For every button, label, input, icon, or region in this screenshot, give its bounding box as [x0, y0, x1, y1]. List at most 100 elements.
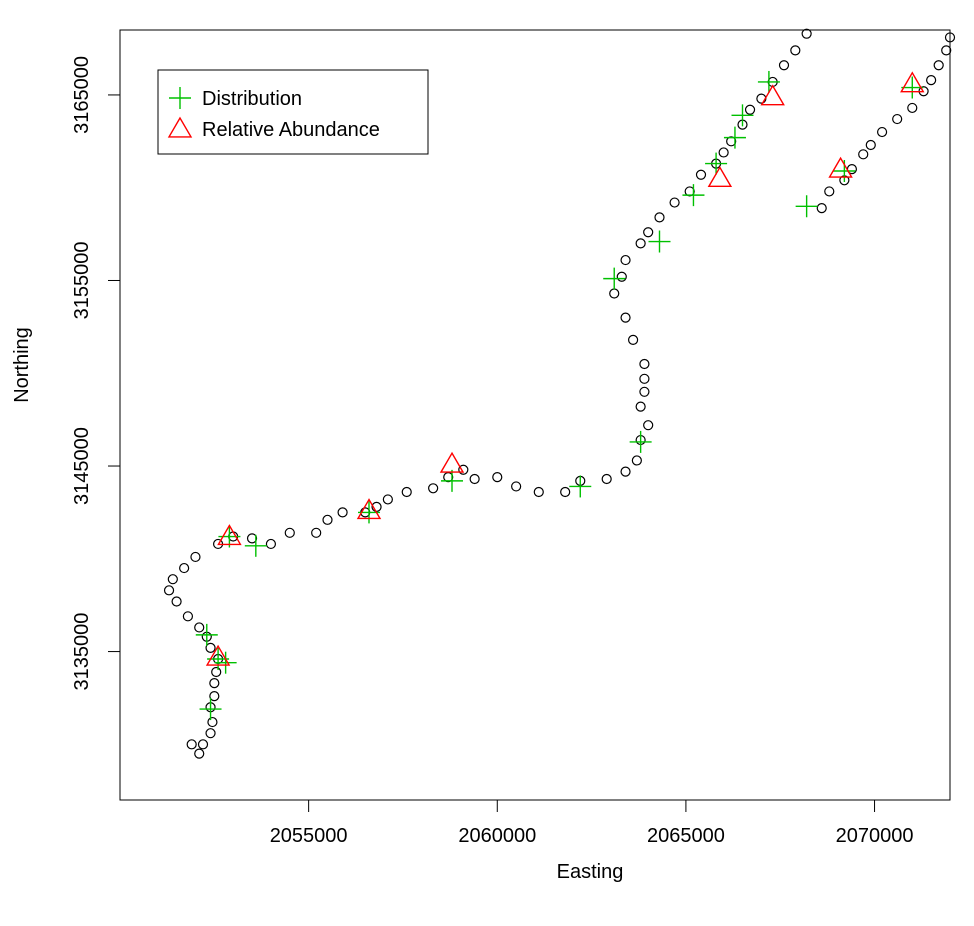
distribution-point: [199, 698, 222, 721]
legend: Distribution Relative Abundance: [157, 69, 429, 155]
survey-point: [744, 104, 756, 115]
survey-point: [684, 186, 695, 197]
survey-point: [876, 126, 888, 138]
survey-point: [944, 32, 956, 43]
relative-abundance-point: [760, 84, 785, 106]
survey-point: [643, 227, 654, 238]
survey-point: [428, 483, 439, 494]
data-points: [163, 28, 956, 759]
distribution-point: [731, 104, 754, 127]
legend-label: Relative Abundance: [202, 119, 380, 141]
survey-point: [197, 739, 209, 750]
survey-point: [322, 514, 333, 525]
relative-abundance-point: [828, 156, 853, 178]
survey-point: [167, 574, 178, 585]
y-tick-label: 3155000: [71, 242, 93, 320]
survey-point: [824, 186, 835, 197]
survey-point: [639, 358, 650, 370]
x-axis-title: Easting: [557, 861, 624, 883]
legend-box: [157, 69, 429, 155]
distribution-point: [901, 76, 924, 99]
distribution-point: [757, 70, 780, 93]
x-tick-label: 2060000: [458, 825, 536, 847]
distribution-point: [603, 267, 626, 290]
survey-point: [469, 473, 480, 485]
survey-point: [635, 238, 646, 249]
survey-point: [643, 420, 654, 431]
survey-point: [620, 466, 631, 477]
survey-point: [194, 622, 205, 633]
relative-abundance-point: [439, 451, 465, 473]
survey-point: [669, 197, 680, 208]
survey-point: [246, 533, 258, 544]
survey-point: [265, 538, 277, 550]
survey-point: [186, 739, 197, 750]
survey-point: [560, 486, 571, 498]
survey-point: [205, 728, 216, 739]
x-tick-label: 2055000: [270, 825, 348, 847]
survey-point: [182, 611, 194, 622]
survey-point: [194, 748, 205, 759]
survey-point: [284, 527, 295, 538]
y-tick-label: 3165000: [71, 56, 93, 134]
distribution-point: [705, 152, 728, 175]
survey-point: [639, 373, 650, 384]
relative-abundance-point: [205, 644, 231, 666]
legend-relative-abundance-symbol: [167, 116, 193, 138]
survey-point: [816, 203, 827, 214]
y-axis: 3135000 3145000 3155000 3165000: [71, 56, 121, 691]
survey-point: [311, 527, 322, 538]
survey-point: [458, 464, 469, 475]
y-axis-title: Northing: [11, 327, 33, 403]
survey-point: [620, 312, 631, 323]
distribution-point: [682, 184, 705, 207]
survey-point: [926, 74, 937, 86]
survey-point: [892, 113, 903, 125]
survey-point: [190, 551, 201, 563]
survey-point: [778, 60, 790, 71]
survey-point: [337, 507, 348, 518]
survey-point: [163, 585, 175, 596]
survey-point: [511, 481, 522, 492]
x-tick-label: 2065000: [647, 825, 725, 847]
survey-point: [631, 455, 642, 466]
relative-abundance-point: [356, 498, 382, 520]
survey-point: [627, 334, 639, 345]
survey-point: [933, 60, 944, 71]
survey-point: [726, 136, 737, 147]
distribution-point: [795, 195, 818, 218]
survey-point: [718, 147, 729, 158]
survey-point: [654, 212, 665, 223]
survey-point: [179, 562, 190, 574]
survey-point: [695, 169, 707, 180]
survey-point: [492, 472, 503, 483]
distribution-point: [723, 126, 746, 149]
survey-point: [205, 642, 216, 653]
survey-point: [609, 288, 620, 299]
survey-point: [209, 690, 220, 702]
survey-point: [801, 28, 812, 39]
survey-point: [620, 254, 631, 266]
relative-abundance-point: [707, 166, 733, 188]
distribution-point: [441, 469, 463, 492]
legend-distribution-symbol: [169, 87, 191, 109]
x-axis: 2055000 2060000 2065000 2070000: [270, 799, 913, 847]
survey-point: [171, 596, 182, 607]
survey-point: [907, 102, 918, 114]
distribution-point: [629, 430, 652, 453]
survey-point: [211, 666, 222, 678]
survey-point: [790, 45, 801, 56]
survey-point: [382, 494, 393, 505]
distribution-point: [648, 230, 671, 253]
distribution-point: [244, 534, 267, 557]
survey-point: [209, 678, 220, 689]
survey-point: [858, 149, 869, 160]
distribution-point: [214, 651, 237, 674]
y-tick-label: 3135000: [71, 613, 93, 691]
survey-point: [533, 486, 544, 498]
survey-point: [865, 139, 876, 151]
legend-label: Distribution: [202, 88, 302, 110]
survey-point: [635, 401, 646, 412]
survey-point: [941, 45, 952, 56]
